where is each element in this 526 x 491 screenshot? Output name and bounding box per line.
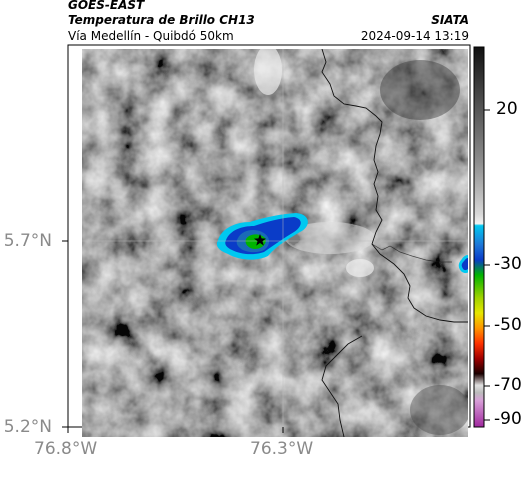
colorbar-label: -70 (494, 375, 522, 395)
lat-label: 5.2°N (3, 417, 52, 437)
product-title: Temperatura de Brillo CH13 (68, 13, 255, 27)
agency-label: SIATA (431, 13, 469, 27)
lon-label: 76.3°W (250, 439, 314, 459)
colorbar (473, 46, 485, 428)
river-line (321, 335, 363, 437)
colorbar-label: -90 (494, 409, 522, 429)
lon-label: 76.8°W (34, 439, 98, 459)
cloud-bright-east (346, 259, 374, 277)
cloud-dark-se (410, 385, 468, 435)
colorbar-label: -30 (494, 254, 522, 274)
route-subtitle: Vía Medellín - Quibdó 50km (68, 29, 234, 43)
admin-border (371, 243, 452, 263)
satellite-name: GOES-EAST (68, 0, 145, 12)
star-icon (254, 234, 266, 246)
border-line (321, 49, 468, 323)
cloud-bright-center (285, 222, 375, 254)
storm-edge-east (458, 255, 468, 274)
cloud-dark-ne (380, 60, 460, 120)
colorbar-label: 20 (496, 99, 518, 119)
datetime-label: 2024-09-14 13:19 (360, 29, 469, 43)
lat-label: 5.7°N (3, 231, 52, 251)
colorbar-label: -50 (494, 315, 522, 335)
cloud-bright-top (254, 49, 282, 95)
